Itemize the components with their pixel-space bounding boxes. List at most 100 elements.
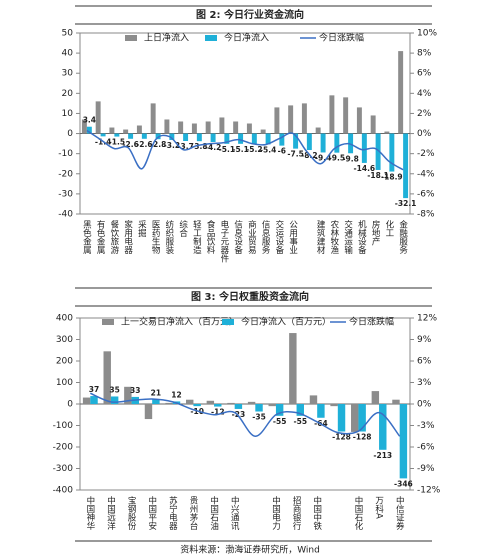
bar <box>155 133 161 140</box>
bar <box>356 107 362 134</box>
bar <box>169 133 175 140</box>
bar <box>279 133 285 146</box>
y2-tick-label: -6% <box>417 189 435 199</box>
bar <box>403 133 409 199</box>
y2-tick-label: -6% <box>417 443 435 453</box>
x-tick-label: 中国石化 <box>353 495 363 531</box>
data-label: -2.8 <box>150 140 166 149</box>
y-tick-label: 30 <box>62 69 74 79</box>
bar <box>227 402 235 404</box>
bar <box>193 404 201 407</box>
data-label: -5.1 <box>219 145 235 154</box>
y-tick-label: 0 <box>67 400 73 410</box>
bar <box>124 386 132 404</box>
bar <box>351 404 359 432</box>
data-label: -4.2 <box>205 143 221 152</box>
bar <box>309 395 318 404</box>
bar <box>274 107 280 134</box>
data-label: -55 <box>273 417 287 426</box>
data-label: 33 <box>130 386 140 395</box>
chart-title: 图 2: 今日行业资金流向 <box>196 8 304 21</box>
plot-frame <box>79 32 411 215</box>
bar <box>205 121 211 134</box>
bar <box>110 396 119 404</box>
bar <box>247 401 256 404</box>
legend-label: 今日净流入（百万元） <box>241 316 331 328</box>
bar <box>206 400 215 404</box>
bar <box>141 133 147 139</box>
y-tick-label: -200 <box>53 443 74 453</box>
x-tick-label: 食品饮料 <box>205 219 215 255</box>
x-tick-label: 中国平安 <box>147 495 157 531</box>
bar <box>375 133 381 170</box>
x-tick-label: 招商银行 <box>291 495 301 531</box>
bar <box>330 404 338 407</box>
y-tick-label: -10 <box>58 149 73 159</box>
bar <box>103 351 111 404</box>
bar <box>361 133 367 163</box>
y-tick-label: 300 <box>56 335 73 345</box>
bar <box>337 404 346 432</box>
data-label: 3.4 <box>83 116 96 125</box>
x-tick-label: 综合 <box>178 219 188 238</box>
data-label: -1.5 <box>109 138 125 147</box>
bar <box>123 129 129 134</box>
bar <box>306 133 312 151</box>
data-label: -9.8 <box>342 154 358 163</box>
bar <box>178 121 184 134</box>
bar <box>384 131 390 134</box>
data-label: -128 <box>353 433 372 442</box>
data-label: 21 <box>151 388 161 397</box>
y-tick-label: 10 <box>62 109 74 119</box>
bar <box>165 402 173 404</box>
legend-label: 今日涨跌幅 <box>319 32 364 44</box>
y-tick-label: 0 <box>67 129 73 139</box>
y-tick-label: 20 <box>62 89 74 99</box>
x-tick-label: 纺织服装 <box>164 219 174 255</box>
x-tick-label: 金融服务 <box>398 219 408 255</box>
bar <box>114 133 120 137</box>
data-label: -23 <box>232 410 246 419</box>
y2-tick-label: 3% <box>417 378 432 388</box>
bar <box>224 133 230 144</box>
bar <box>265 133 271 145</box>
y2-tick-label: -9% <box>417 464 435 474</box>
data-label: -12 <box>211 408 225 417</box>
x-tick-label: 交运设备 <box>274 219 284 255</box>
data-label: -2.6 <box>122 140 138 149</box>
y2-tick-label: -4% <box>417 169 435 179</box>
bar <box>82 397 91 404</box>
x-tick-label: 农林牧渔 <box>329 219 339 254</box>
y2-tick-label: 9% <box>417 335 432 345</box>
x-tick-label: 公用事业 <box>288 220 298 254</box>
bar <box>296 404 304 416</box>
bar <box>268 404 276 407</box>
line-series <box>86 129 404 171</box>
y-tick-label: -400 <box>53 486 74 496</box>
bar <box>343 97 349 134</box>
x-tick-label: 信息设备 <box>233 219 243 255</box>
bar <box>128 133 134 139</box>
x-tick-label: 中信证券 <box>394 495 404 531</box>
legend-label: 上一交易日净流入（百万元） <box>121 316 238 328</box>
data-label: -3.7 <box>177 142 193 151</box>
bar <box>191 123 197 134</box>
bar <box>288 105 294 134</box>
legend-label: 今日涨跌幅 <box>349 316 394 328</box>
x-tick-label: 商业贸易 <box>246 219 256 255</box>
y2-tick-label: -3% <box>417 421 435 431</box>
bar <box>251 133 257 145</box>
y-tick-label: -20 <box>58 169 73 179</box>
legend-swatch <box>102 319 114 325</box>
y2-tick-label: -8% <box>417 210 435 220</box>
data-label: -346 <box>394 479 413 488</box>
bar <box>370 115 376 134</box>
legend-label: 上日净流入 <box>144 32 189 44</box>
bar <box>371 391 380 404</box>
x-tick-label: 化工 <box>384 219 394 237</box>
x-tick-label: 黑色金属 <box>81 220 91 255</box>
x-tick-label: 采掘 <box>136 219 146 238</box>
bar <box>233 121 239 134</box>
bar <box>214 404 222 407</box>
